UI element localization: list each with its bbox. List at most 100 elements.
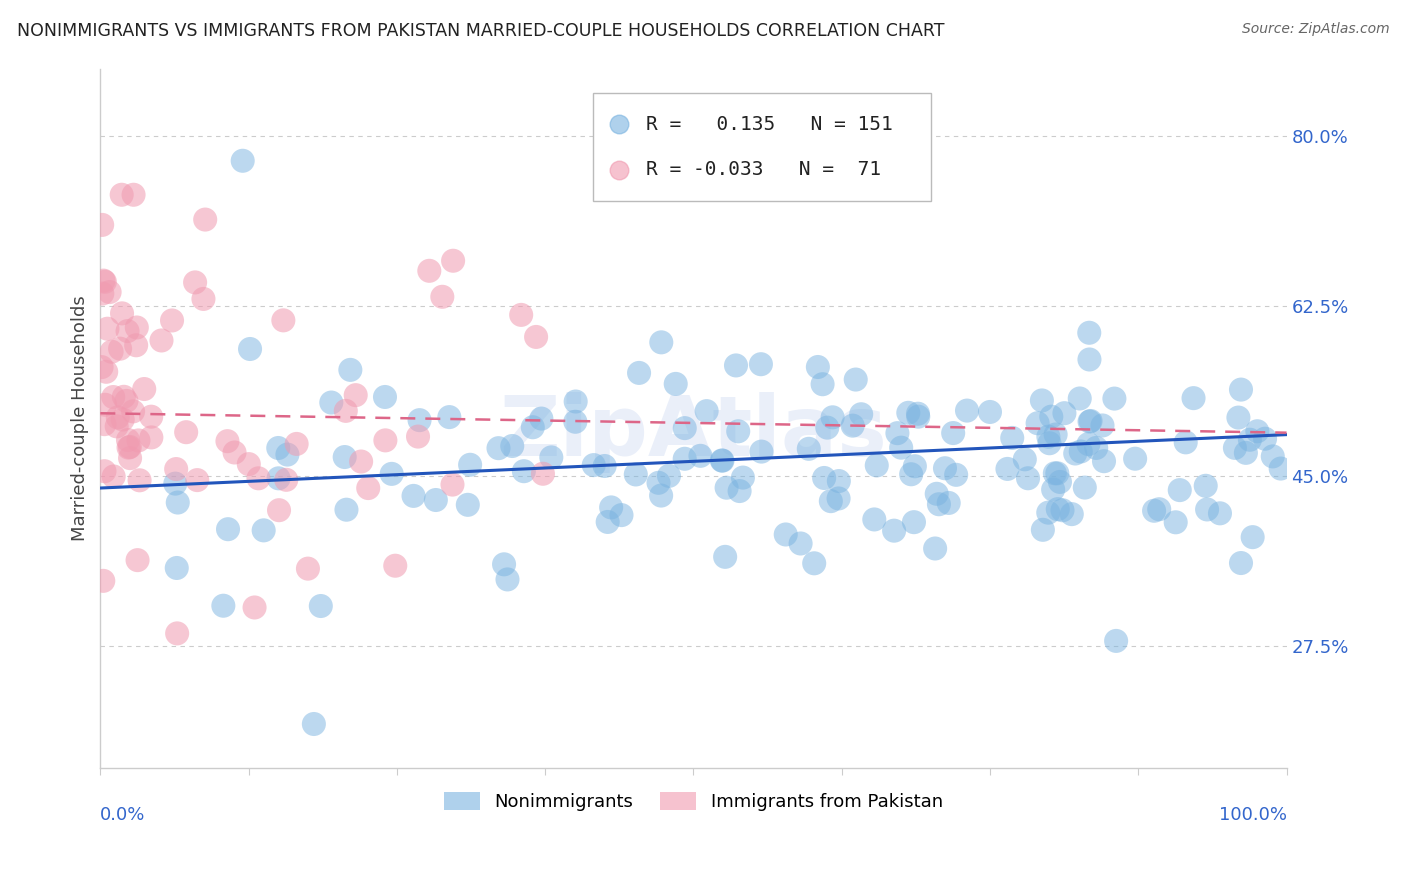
Point — [1045, 427, 1067, 442]
Point — [1254, 432, 1277, 446]
Point — [689, 449, 711, 463]
Point — [945, 467, 967, 482]
Point — [232, 153, 254, 168]
Point — [1147, 502, 1170, 516]
Point — [1174, 435, 1197, 450]
Point — [501, 439, 523, 453]
Point — [938, 496, 960, 510]
Point — [1046, 467, 1069, 481]
Point — [267, 441, 290, 455]
Point — [350, 454, 373, 468]
Point — [335, 502, 357, 516]
Text: 100.0%: 100.0% — [1219, 806, 1286, 824]
Point — [1049, 475, 1071, 489]
Point — [728, 483, 751, 498]
Point — [731, 470, 754, 484]
Point — [117, 324, 139, 338]
Point — [815, 420, 838, 434]
Point — [120, 451, 142, 466]
Point — [103, 390, 125, 404]
Point — [665, 376, 688, 391]
Point — [267, 471, 290, 485]
Point — [1052, 503, 1074, 517]
Point — [1078, 415, 1101, 429]
Point — [711, 453, 734, 467]
Point — [925, 487, 948, 501]
Point — [827, 491, 849, 506]
Point — [596, 515, 619, 529]
Point — [513, 464, 536, 478]
Point — [276, 473, 298, 487]
Point — [1070, 444, 1092, 458]
Point — [381, 467, 404, 481]
Point — [600, 500, 623, 515]
Point — [727, 425, 749, 439]
FancyBboxPatch shape — [593, 93, 931, 202]
Point — [496, 573, 519, 587]
Point — [128, 473, 150, 487]
Point — [321, 395, 343, 409]
Point — [607, 12, 630, 27]
Point — [115, 393, 138, 408]
Point — [883, 524, 905, 538]
Point — [531, 467, 554, 481]
Point — [1014, 452, 1036, 467]
Point — [1164, 516, 1187, 530]
Point — [112, 390, 135, 404]
Point — [903, 515, 925, 529]
Point — [714, 549, 737, 564]
Point — [335, 404, 357, 418]
Point — [186, 473, 208, 487]
Point — [285, 437, 308, 451]
Point — [849, 407, 872, 421]
Point — [1246, 424, 1268, 438]
Point — [510, 308, 533, 322]
Point — [425, 493, 447, 508]
Point — [1017, 471, 1039, 485]
Point — [1270, 461, 1292, 475]
Point — [904, 459, 927, 474]
Point — [907, 407, 929, 421]
Point — [174, 425, 197, 440]
Point — [122, 404, 145, 418]
Point — [333, 450, 356, 464]
Point — [924, 541, 946, 556]
Point — [402, 489, 425, 503]
Point — [103, 469, 125, 483]
Point — [166, 495, 188, 509]
Point — [1077, 437, 1099, 451]
Point — [458, 458, 481, 472]
Point — [524, 330, 547, 344]
Point — [1092, 454, 1115, 468]
Point — [184, 276, 207, 290]
Point — [1168, 483, 1191, 497]
Point — [647, 475, 669, 490]
Point — [628, 366, 651, 380]
Point — [1038, 506, 1060, 520]
Point — [1085, 441, 1108, 455]
Point — [127, 553, 149, 567]
Point — [1031, 393, 1053, 408]
Point — [807, 359, 830, 374]
Point — [494, 558, 516, 572]
Point — [1080, 414, 1102, 428]
Point — [724, 359, 747, 373]
Point — [1043, 467, 1066, 481]
Point — [749, 357, 772, 371]
Point — [582, 458, 605, 472]
Point — [239, 342, 262, 356]
Point — [432, 290, 454, 304]
Point — [1038, 430, 1060, 444]
Point — [273, 313, 295, 327]
Point — [1046, 502, 1069, 516]
Point — [408, 413, 430, 427]
Point — [457, 498, 479, 512]
Point — [886, 426, 908, 441]
Point — [194, 212, 217, 227]
Point — [357, 481, 380, 495]
Point — [141, 430, 163, 444]
Point — [841, 418, 863, 433]
Point — [1123, 451, 1146, 466]
Point — [238, 457, 260, 471]
Point — [267, 503, 290, 517]
